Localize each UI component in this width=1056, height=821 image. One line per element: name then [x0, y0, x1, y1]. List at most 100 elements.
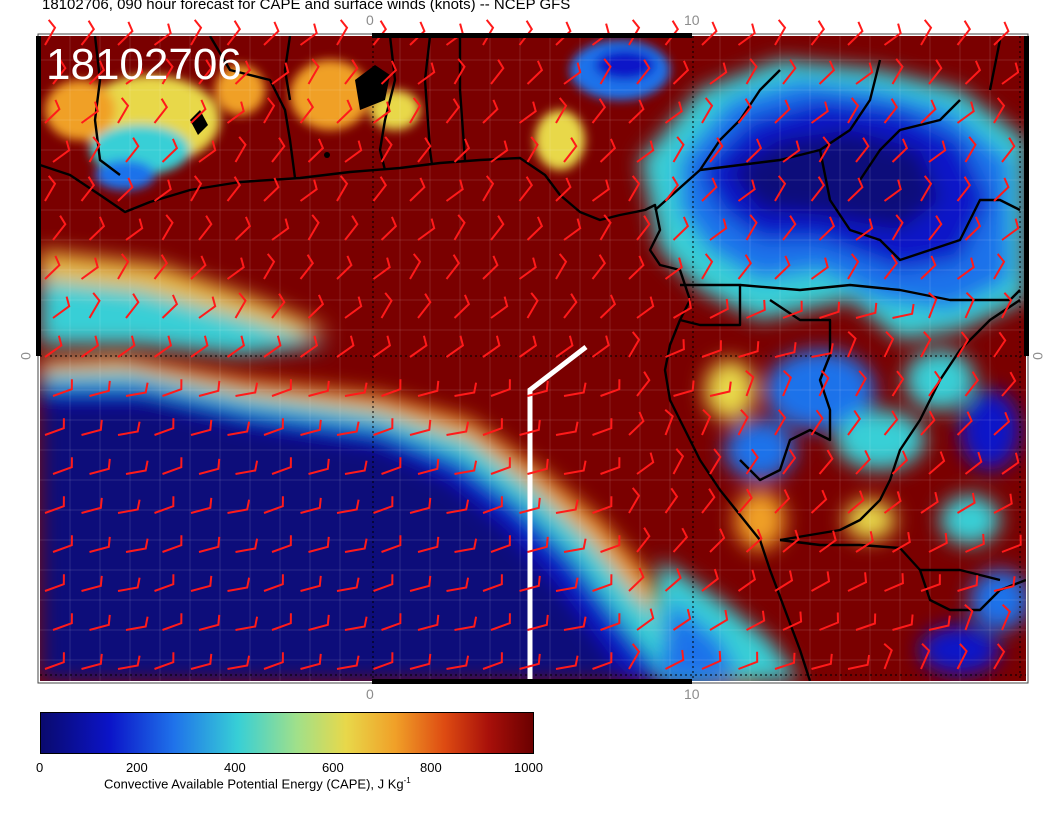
wind-barb — [563, 62, 582, 85]
wind-barb — [774, 342, 797, 358]
wind-barb — [664, 101, 683, 124]
colorbar-tick: 400 — [224, 760, 246, 775]
wind-barb — [664, 20, 680, 46]
wind-barb — [636, 371, 651, 397]
wind-barb — [81, 653, 103, 670]
wind-barb — [883, 98, 899, 124]
wind-barb — [44, 99, 61, 124]
wind-barb — [847, 654, 871, 670]
wind-barb — [490, 535, 511, 553]
wind-barb — [855, 218, 874, 241]
wind-barb — [1001, 62, 1020, 85]
wind-barb — [928, 291, 938, 319]
wind-barb — [271, 379, 292, 397]
wind-barb — [372, 176, 388, 202]
wind-barb — [336, 335, 355, 358]
wind-barb — [883, 179, 902, 202]
wind-barb — [373, 496, 394, 514]
wind-barb — [117, 499, 141, 514]
wind-barb — [381, 535, 402, 553]
wind-barb — [490, 215, 505, 241]
wind-barb — [709, 528, 726, 553]
wind-barb — [519, 497, 541, 514]
wind-barb — [1001, 452, 1020, 475]
wind-barb — [454, 460, 478, 475]
wind-barb — [271, 613, 292, 631]
wind-barb — [52, 613, 73, 631]
wind-barb — [774, 489, 791, 514]
wind-barb — [855, 449, 871, 475]
wind-barb — [737, 23, 756, 46]
wind-barb — [417, 458, 440, 475]
wind-barb — [446, 499, 470, 514]
wind-barb — [80, 101, 99, 124]
wind-barb — [1001, 371, 1017, 397]
wind-barb — [1001, 603, 1011, 631]
wind-barb — [198, 380, 221, 397]
wind-barb — [592, 496, 613, 514]
wind-barb — [673, 380, 695, 397]
wind-barb — [628, 411, 645, 436]
wind-barb — [920, 410, 936, 436]
wind-barb — [664, 408, 674, 436]
wind-barb — [44, 496, 65, 514]
wind-barb — [701, 253, 714, 280]
wind-barb — [819, 612, 840, 631]
wind-barb — [600, 613, 621, 631]
wind-barb — [993, 493, 1013, 514]
wind-barb — [891, 138, 909, 163]
wind-barb — [445, 98, 461, 124]
wind-barb — [636, 608, 655, 631]
wind-barb — [672, 60, 690, 85]
wind-barb — [636, 215, 651, 241]
wind-barb — [745, 58, 758, 85]
wind-barb — [372, 335, 392, 358]
wind-barb — [154, 496, 175, 514]
wind-barb — [446, 577, 470, 592]
wind-barb — [847, 97, 860, 124]
wind-barb — [271, 293, 286, 319]
wind-barb — [125, 62, 144, 85]
wind-barb — [271, 535, 292, 553]
wind-barb — [299, 335, 319, 358]
wind-barb — [380, 292, 393, 319]
wind-barb — [628, 175, 641, 202]
wind-barb — [263, 652, 284, 670]
left-tick-0: 0 — [17, 352, 34, 360]
wind-barb — [234, 136, 247, 163]
wind-barb — [701, 340, 722, 358]
wind-barb — [855, 302, 878, 319]
wind-barb — [555, 421, 579, 436]
wind-barb — [44, 418, 65, 436]
wind-barb — [928, 370, 942, 397]
wind-barb — [555, 97, 568, 124]
wind-barb — [957, 575, 979, 592]
wind-barb — [709, 298, 729, 319]
wind-barb — [519, 653, 541, 670]
wind-barb — [190, 419, 213, 436]
wind-barb — [117, 21, 134, 46]
wind-barb — [153, 254, 169, 280]
wind-barb — [665, 649, 685, 670]
wind-barb — [336, 255, 353, 280]
wind-barb — [227, 577, 251, 592]
wind-barb — [271, 457, 292, 475]
wind-barb — [563, 538, 587, 553]
wind-barb — [592, 574, 613, 592]
wind-barb — [746, 610, 766, 631]
wind-barb — [628, 643, 641, 670]
wind-barb — [527, 380, 549, 397]
wind-barb — [818, 136, 831, 163]
wind-barb — [162, 457, 183, 475]
wind-barb — [818, 530, 837, 553]
wind-barb — [628, 331, 641, 358]
wind-barb — [52, 457, 73, 475]
wind-barb — [701, 21, 718, 46]
wind-barb — [417, 62, 436, 85]
colorbar-tick: 0 — [36, 760, 44, 775]
wind-barb — [417, 536, 440, 553]
wind-barb — [928, 615, 951, 631]
wind-barb — [482, 99, 499, 124]
wind-barb — [373, 652, 394, 670]
